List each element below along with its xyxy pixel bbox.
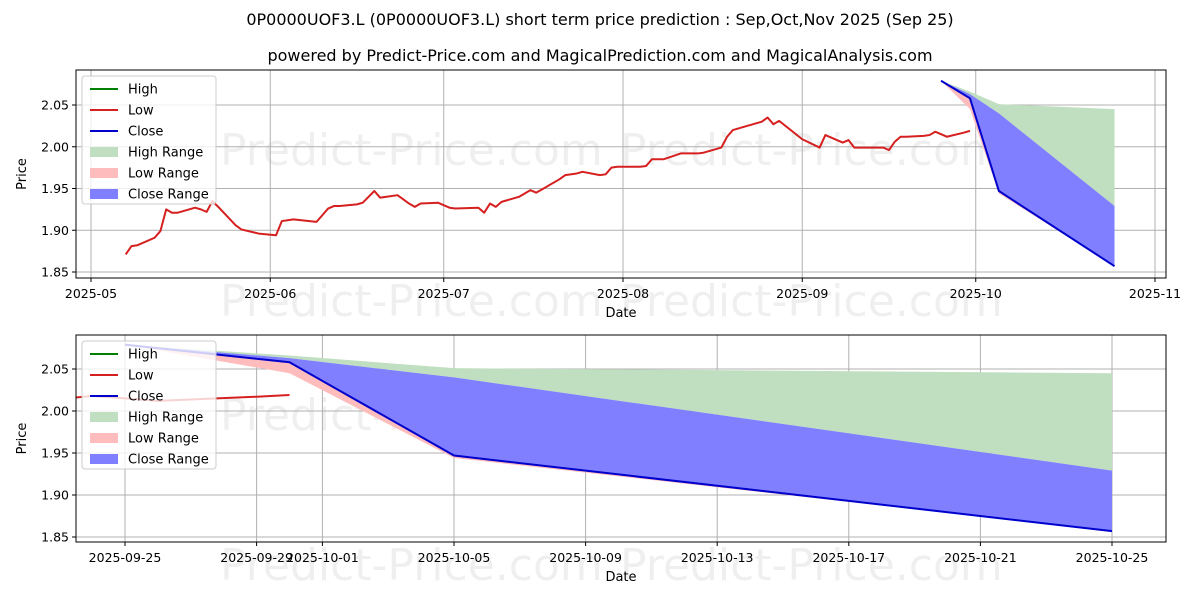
low-history-line [124,116,971,256]
x-tick-label: 2025-09-25 [89,550,162,565]
y-tick-label: 1.85 [41,265,69,280]
legend-swatch-patch [90,168,118,178]
legend-label: Close [128,125,163,140]
x-tick-label: 2025-10-21 [944,550,1017,565]
y-tick-label: 2.00 [41,139,69,154]
legend-swatch-patch [90,412,118,422]
x-tick-label: 2025-10-09 [549,550,622,565]
close-range-area [125,344,1112,532]
y-tick-label: 2.05 [41,362,69,377]
legend: High Low Close High Range Low Range Close Ran… [81,75,217,205]
x-tick-label: 2025-10 [950,286,1002,301]
legend-swatch-patch [90,433,118,443]
x-tick-label: 2025-11 [1129,286,1181,301]
watermark: Predict-Price.com [620,125,1003,176]
y-tick-label: 1.90 [41,223,69,238]
y-tick-label: 2.00 [41,404,69,419]
y-tick-label: 1.95 [41,181,69,196]
y-tick-label: 2.05 [41,98,69,113]
legend-label: Low Range [128,432,199,447]
close-forecast-line [940,79,1116,267]
legend-label: High Range [128,411,203,426]
y-tick-label: 1.90 [41,488,69,503]
legend-label: Close [128,390,163,405]
watermark: Predict-Price.com [220,125,603,176]
x-tick-label: 2025-08 [597,286,649,301]
y-axis-label: Price [15,423,30,455]
panel-forecast: Predict-Price.comPredict-Price.comPredic… [15,334,1167,591]
high-range-area [125,344,1112,471]
y-tick-label: 1.85 [41,530,69,545]
y-axis-label: Price [15,158,30,190]
high-range-area [941,80,1115,207]
plot-frame [75,334,1167,543]
forecast-group [124,79,1116,267]
x-tick-label: 2025-09 [776,286,828,301]
x-tick-label: 2025-10-25 [1076,550,1149,565]
legend: High Low Close High Range Low Range Close Ran… [81,340,217,470]
x-tick-label: 2025-09-29 [220,550,293,565]
legend-swatch-patch [90,454,118,464]
legend-label: Low [128,369,154,384]
watermark: Predict-Price.com [220,276,603,327]
close-range-area [941,80,1115,267]
x-tick-label: 2025-10-17 [812,550,885,565]
legend-label: High [128,83,158,98]
plot-frame [75,69,1167,279]
legend-swatch-patch [90,147,118,157]
legend-label: High Range [128,146,203,161]
x-tick-label: 2025-05 [65,286,117,301]
x-tick-label: 2025-10-13 [681,550,754,565]
watermark: Predict-Price.com [620,540,1003,591]
legend-label: Close Range [128,188,209,203]
legend-swatch-patch [90,189,118,199]
legend-label: Low Range [128,167,199,182]
x-tick-label: 2025-10-01 [286,550,359,565]
watermark: Predict-Price.com [620,276,1003,327]
chart-title: 0P0000UOF3.L (0P0000UOF3.L) short term p… [246,10,954,29]
legend-label: Close Range [128,453,209,468]
chart-subtitle: powered by Predict-Price.com and Magical… [267,46,933,65]
x-axis-label: Date [605,570,636,585]
legend-label: Low [128,104,154,119]
legend-label: High [128,348,158,363]
x-tick-label: 2025-06 [244,286,296,301]
x-tick-label: 2025-07 [418,286,470,301]
x-tick-label: 2025-10-05 [418,550,491,565]
watermark: Predict-Price.com [220,540,603,591]
x-axis-label: Date [605,306,636,321]
y-tick-label: 1.95 [41,446,69,461]
panel-overview: Predict-Price.com Predict-Price.com Predic… [15,69,1181,327]
